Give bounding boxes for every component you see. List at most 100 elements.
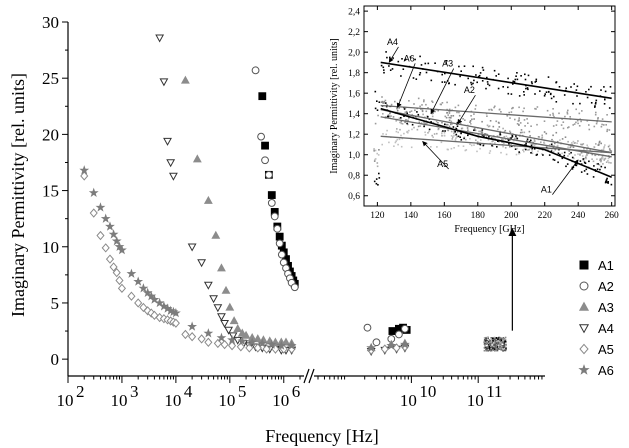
y-tick-label: 15 [42,182,59,201]
inset-data-point [416,128,419,131]
data-point [149,294,160,304]
cluster-point [502,349,504,352]
inset-data-point [595,101,597,104]
inset-data-point [441,73,443,76]
inset-data-point [598,141,601,144]
inset-data-point [600,165,603,168]
inset-data-point [574,164,577,166]
cluster-point [491,342,493,344]
y-tick-label: 25 [42,69,59,88]
data-point [224,326,234,335]
inset-data-point [485,87,487,90]
inset-data-point [535,154,538,156]
cluster-point [485,343,488,345]
inset-data-point [437,109,439,112]
inset-data-point [447,114,449,116]
inset-data-point [595,163,598,165]
data-point [372,338,381,347]
y-tick-label: 0 [51,350,60,369]
inset-data-point [380,101,383,103]
inset-data-point [501,138,503,141]
cluster-point [495,337,498,339]
inset-fit-line-a3 [380,108,612,154]
inset-data-point [396,109,399,112]
inset-data-point [585,168,588,171]
inset-data-point [403,132,405,135]
inset-data-point [572,146,575,148]
inset-data-point [595,143,597,145]
cluster-point [483,340,486,342]
inset-data-point [536,123,538,126]
inset-data-point [561,118,563,120]
inset-data-point [476,141,479,143]
inset-data-point [498,108,501,111]
inset-data-point [478,74,481,77]
inset-data-point [452,126,455,128]
inset-data-point [421,110,424,113]
data-point [273,224,282,233]
inset-data-point [604,98,606,101]
inset-data-point [374,107,377,110]
data-point [203,195,213,204]
inset-data-point [577,140,579,142]
x-tick-exponent: 11 [486,382,502,401]
data-point [267,199,276,207]
inset-data-point [608,161,610,164]
inset-data-point [541,137,543,139]
data-point [247,337,258,347]
inset-data-point [479,147,481,150]
inset-data-point [467,129,469,131]
inset-data-point [606,128,609,131]
inset-y-tick-label: 1,6 [348,90,360,100]
data-point [168,172,178,181]
cluster-point [488,342,490,344]
inset-data-point [456,135,458,138]
inset-y-tick-label: 2,0 [348,49,360,59]
inset-data-point [480,130,482,133]
inset-data-point [382,66,385,69]
inset-data-point [522,110,524,113]
inset-data-point [503,142,505,145]
inset-data-point [391,68,394,70]
inset-data-point [513,137,516,140]
inset-data-point [581,143,583,146]
inset-data-point [432,121,435,124]
inset-data-point [535,80,537,82]
inset-data-point [413,126,415,129]
inset-data-point [374,122,377,125]
annotation-label: A6 [404,53,415,63]
inset-annotation: A1 [541,159,579,195]
inset-data-point [456,111,458,114]
inset-y-tick-label: 1,8 [348,69,360,79]
inset-data-point [583,160,586,163]
data-point [192,154,202,163]
inset-data-point [507,86,509,89]
inset-data-point [459,75,461,78]
inset-data-point [463,137,465,140]
inset-data-point [494,105,496,108]
inset-data-point [497,128,499,131]
cluster-point [497,347,500,350]
inset-x-tick-label: 120 [370,211,385,221]
inset-data-point [523,148,526,150]
inset-data-point [557,161,559,164]
data-point [100,213,111,223]
inset-data-point [575,121,577,124]
inset-data-point [404,111,407,114]
inset-data-point [516,123,519,125]
inset-data-point [593,146,595,148]
inset-data-point [518,95,521,97]
inset-data-point [410,110,413,112]
inset-data-point [508,111,510,114]
legend-marker [578,324,590,334]
inset-data-point [567,146,569,149]
legend-item: A1 [579,258,614,273]
inset-data-point [572,102,574,105]
inset-data-point [385,105,388,108]
cluster-point [498,336,500,339]
axis-titles: Frequency [Hz] Imaginary Permittivity [r… [8,73,379,446]
x-tick-label: 10 [467,391,484,410]
data-point [117,244,127,255]
inset-data-point [441,130,443,133]
inset-data-point [547,149,550,152]
